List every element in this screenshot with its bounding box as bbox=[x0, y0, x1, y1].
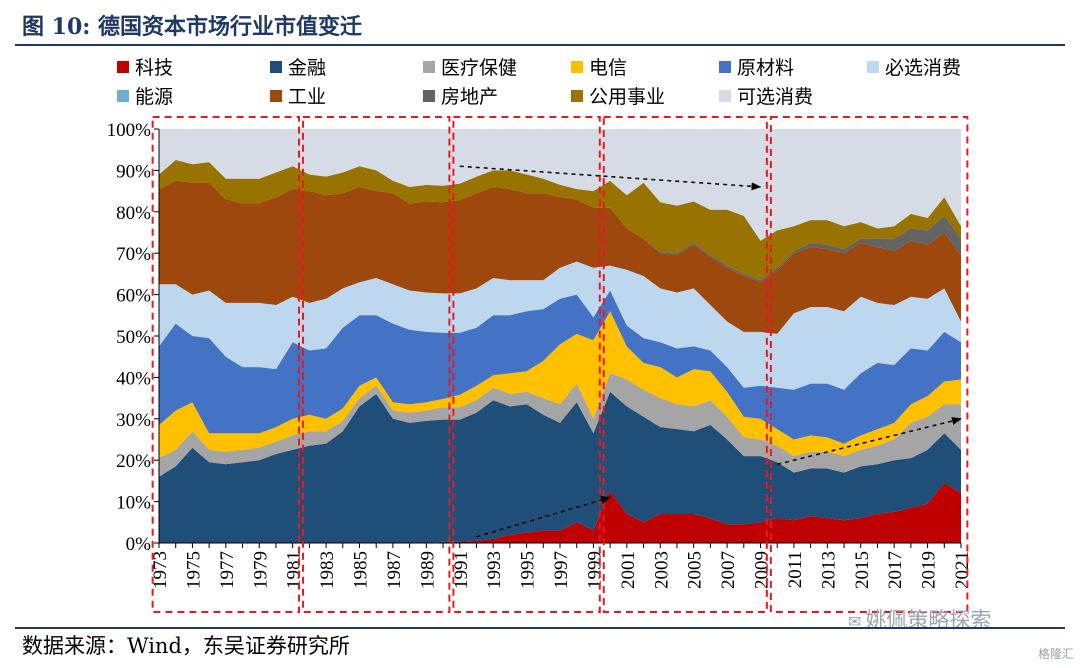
period-highlight-box bbox=[151, 116, 301, 613]
x-tick-label: 2019 bbox=[919, 551, 940, 589]
figure-title: 图 10: 德国资本市场行业市值变迁 bbox=[22, 14, 363, 40]
x-tick-label: 2005 bbox=[685, 551, 706, 589]
x-axis: 1973 1975 1977 1979 1981 1983 1985 1987 1989 1991… bbox=[150, 542, 973, 589]
legend-item: 金融 bbox=[270, 57, 326, 79]
series-area bbox=[159, 483, 961, 543]
x-tick-label: 1981 bbox=[284, 551, 305, 589]
x-tick-label: 2009 bbox=[752, 551, 773, 589]
y-tick-label: 50% bbox=[116, 327, 151, 348]
x-tick-label: 2011 bbox=[785, 551, 806, 588]
y-tick-label: 40% bbox=[116, 368, 151, 389]
x-tick-label: 2021 bbox=[952, 551, 973, 589]
legend-label: 必选消费 bbox=[885, 57, 961, 79]
series-area bbox=[159, 391, 961, 543]
series-area-top bbox=[159, 129, 961, 241]
x-tick-label: 1991 bbox=[451, 551, 472, 589]
x-tick-label: 1979 bbox=[250, 551, 271, 589]
y-tick-label: 80% bbox=[116, 203, 151, 224]
series-area bbox=[159, 373, 961, 477]
legend-label: 能源 bbox=[135, 86, 173, 108]
period-highlight-box bbox=[769, 116, 969, 613]
legend-item: 医疗保健 bbox=[423, 57, 517, 79]
x-tick-label: 2013 bbox=[818, 551, 839, 589]
legend-label: 工业 bbox=[288, 86, 326, 108]
x-tick-label: 1995 bbox=[518, 551, 539, 589]
legend-item: 房地产 bbox=[423, 86, 498, 108]
legend-item: 科技 bbox=[117, 57, 173, 79]
y-tick-label: 60% bbox=[116, 286, 151, 307]
series-area bbox=[159, 290, 961, 444]
legend-swatch bbox=[867, 61, 879, 73]
legend-swatch bbox=[117, 61, 129, 73]
legend-item: 工业 bbox=[270, 86, 326, 108]
x-tick-label: 2007 bbox=[718, 551, 739, 589]
annotation-layer bbox=[151, 116, 969, 613]
legend-label: 医疗保健 bbox=[441, 57, 517, 79]
legend-swatch bbox=[719, 90, 731, 102]
x-tick-label: 1999 bbox=[584, 551, 605, 589]
x-tick-label: 1987 bbox=[384, 551, 405, 589]
period-highlight-box bbox=[602, 116, 768, 613]
title-rule bbox=[15, 44, 1065, 46]
y-tick-label: 70% bbox=[116, 244, 151, 265]
y-tick-label: 100% bbox=[107, 120, 152, 141]
y-tick-label: 90% bbox=[116, 161, 151, 182]
wechat-icon: ✉ bbox=[848, 612, 862, 631]
legend-label: 公用事业 bbox=[589, 86, 665, 108]
x-tick-label: 1973 bbox=[150, 551, 171, 589]
x-tick-label: 1985 bbox=[351, 551, 372, 589]
corner-badge: 格隆汇 bbox=[1037, 647, 1074, 661]
y-tick-label: 10% bbox=[116, 493, 151, 514]
legend-swatch bbox=[270, 61, 282, 73]
x-tick-label: 2017 bbox=[885, 551, 906, 589]
y-tick-label: 20% bbox=[116, 451, 151, 472]
series-area bbox=[159, 261, 961, 390]
legend-item: 能源 bbox=[117, 86, 173, 108]
x-tick-label: 1983 bbox=[317, 551, 338, 589]
source-note: 数据来源：Wind，东吴证券研究所 bbox=[22, 634, 350, 658]
legend-item: 原材料 bbox=[719, 57, 794, 79]
x-tick-label: 1975 bbox=[183, 551, 204, 589]
legend-swatch bbox=[423, 61, 435, 73]
x-tick-label: 1993 bbox=[484, 551, 505, 589]
legend-item: 公用事业 bbox=[571, 86, 665, 108]
legend-swatch bbox=[571, 90, 583, 102]
legend-item: 可选消费 bbox=[719, 86, 813, 108]
period-highlight-box bbox=[452, 116, 601, 613]
x-tick-label: 2003 bbox=[651, 551, 672, 589]
legend-swatch bbox=[117, 90, 129, 102]
legend-item: 电信 bbox=[571, 57, 627, 79]
watermark: ✉ 姚佩策略探索 bbox=[848, 604, 991, 634]
y-axis: 0% 10% 20% 30% 40% 50% 60% 70% 80% 90% 100% bbox=[107, 120, 160, 555]
legend-label: 原材料 bbox=[737, 57, 794, 79]
series-area bbox=[159, 180, 961, 334]
series-area bbox=[159, 160, 961, 281]
x-tick-label: 1989 bbox=[417, 551, 438, 589]
legend-item: 必选消费 bbox=[867, 57, 961, 79]
x-tick-label: 1977 bbox=[217, 551, 238, 589]
plot-area bbox=[159, 129, 961, 543]
x-tick-label: 1997 bbox=[551, 551, 572, 589]
y-tick-label: 0% bbox=[126, 534, 152, 555]
legend-swatch bbox=[571, 61, 583, 73]
legend-label: 电信 bbox=[589, 57, 627, 79]
legend-swatch bbox=[719, 61, 731, 73]
legend-label: 房地产 bbox=[441, 86, 498, 108]
series-area bbox=[159, 311, 961, 459]
legend-swatch bbox=[423, 90, 435, 102]
x-tick-label: 2001 bbox=[618, 551, 639, 589]
y-tick-label: 30% bbox=[116, 410, 151, 431]
trend-arrow bbox=[459, 165, 762, 191]
legend-label: 可选消费 bbox=[737, 86, 813, 108]
x-tick-label: 2015 bbox=[852, 551, 873, 589]
period-highlight-box bbox=[302, 116, 451, 613]
legend-swatch bbox=[270, 90, 282, 102]
legend-label: 科技 bbox=[135, 57, 173, 79]
legend-label: 金融 bbox=[288, 57, 326, 79]
footer-rule bbox=[15, 627, 1065, 629]
